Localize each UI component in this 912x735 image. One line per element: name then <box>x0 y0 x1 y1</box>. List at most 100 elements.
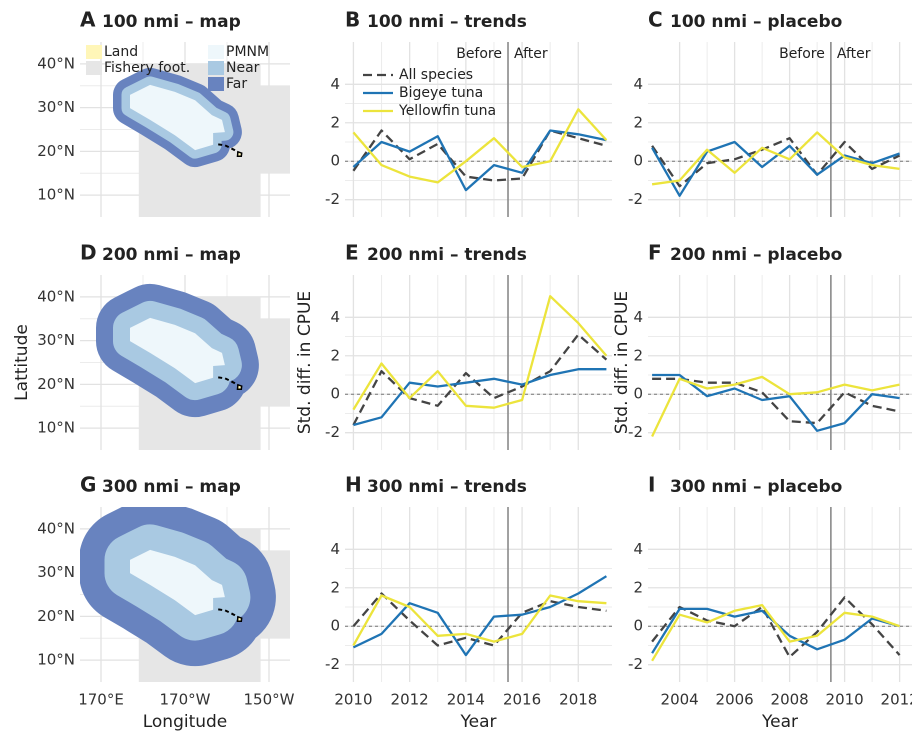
legend-label: Far <box>226 76 247 92</box>
plot-area <box>345 275 612 450</box>
y-tick-label: 10°N <box>37 419 75 437</box>
panel: C 100 nmi – placebo -2 0 2 4 Before After <box>628 8 912 217</box>
pmnm-zone <box>130 549 225 616</box>
x-tick-label: 2010 <box>334 691 372 709</box>
plot-area <box>345 507 612 682</box>
legend-label: Bigeye tuna <box>399 85 483 101</box>
series-line <box>352 592 607 647</box>
legend-label: All species <box>399 67 473 83</box>
x-tick-label: 2012 <box>391 691 429 709</box>
series-line <box>352 129 607 192</box>
y-tick-label: 2 <box>633 113 643 131</box>
series-line <box>352 594 607 647</box>
plot-area <box>345 42 612 217</box>
panel-label: E <box>345 241 359 265</box>
x-axis-title: Year <box>460 712 497 732</box>
panel: A 100 nmi – map 10°N 20°N 30°N 40°N LandFisher… <box>37 8 290 217</box>
panel: I 300 nmi – placebo 2004 2006 2008 2010 2012 -2… <box>628 473 912 732</box>
panel-title: 200 nmi – map <box>102 245 241 265</box>
panel-label: A <box>80 8 96 32</box>
legend-label: PMNM <box>226 44 269 60</box>
y-tick-label: -2 <box>628 655 643 673</box>
panel-label: D <box>80 241 97 265</box>
land <box>236 383 243 390</box>
x-tick-label: 170°E <box>78 691 124 709</box>
y-tick-label: -2 <box>325 423 340 441</box>
series-line <box>352 575 608 657</box>
series-line <box>353 368 607 427</box>
legend-swatch <box>208 45 224 59</box>
y-tick-label: 4 <box>330 75 340 93</box>
legend-label: Near <box>226 60 260 76</box>
y-tick-label: 2 <box>330 578 340 596</box>
annotation: After <box>514 46 548 62</box>
panel-title: 100 nmi – map <box>102 12 241 32</box>
y-tick-label: 0 <box>633 617 643 635</box>
y-axis-title: Std. diff. in CPUE <box>612 291 632 434</box>
y-tick-label: 30°N <box>37 331 75 349</box>
y-tick-label: 20°N <box>37 375 75 393</box>
y-tick-label: -2 <box>628 190 643 208</box>
x-tick-label: 2012 <box>881 691 912 709</box>
y-tick-label: 0 <box>633 152 643 170</box>
y-tick-label: 0 <box>330 617 340 635</box>
series-line <box>652 377 900 425</box>
legend-label: Land <box>104 44 138 60</box>
y-axis-title: Std. diff. in CPUE <box>295 291 315 434</box>
x-axis-title: Longitude <box>143 712 228 732</box>
panel-title: 100 nmi – placebo <box>670 12 842 32</box>
panel-title: 100 nmi – trends <box>367 12 527 32</box>
x-tick-label: 2008 <box>771 691 809 709</box>
y-tick-label: -2 <box>628 423 643 441</box>
panel-label: I <box>648 473 655 497</box>
y-tick-label: 30°N <box>37 563 75 581</box>
y-tick-label: -2 <box>325 655 340 673</box>
panel-title: 300 nmi – map <box>102 477 241 497</box>
legend-swatch <box>86 45 102 59</box>
panel-label: F <box>648 241 662 265</box>
annotation: After <box>837 46 871 62</box>
pmnm-zone <box>130 317 225 384</box>
y-tick-label: 4 <box>633 308 643 326</box>
series-line <box>651 137 901 188</box>
legend-label: Yellowfin tuna <box>398 103 496 119</box>
y-tick-label: 30°N <box>37 98 75 116</box>
legend-label: Fishery foot. <box>104 60 190 76</box>
plot-area <box>80 42 290 217</box>
annotation: Before <box>456 46 502 62</box>
y-tick-label: 2 <box>633 346 643 364</box>
panel-label: C <box>648 8 663 32</box>
plot-background <box>345 507 612 682</box>
plot-background <box>648 42 912 217</box>
plot-background <box>345 275 612 450</box>
series-line <box>352 295 608 411</box>
series-line <box>352 108 608 184</box>
plot-background <box>648 507 912 682</box>
x-tick-label: 2016 <box>503 691 541 709</box>
series-line <box>652 373 900 432</box>
y-tick-label: 4 <box>633 540 643 558</box>
panel-label: G <box>80 473 96 497</box>
y-tick-label: 2 <box>633 578 643 596</box>
x-tick-label: 170°W <box>160 691 211 709</box>
pmnm-zone <box>130 84 225 151</box>
panel-title: 200 nmi – trends <box>367 245 527 265</box>
series-line <box>651 140 900 197</box>
plot-background <box>345 42 612 217</box>
series-line <box>651 375 900 437</box>
x-tick-label: 2006 <box>716 691 754 709</box>
y-tick-label: -2 <box>325 190 340 208</box>
series-line <box>651 603 900 662</box>
annotation: Before <box>779 46 825 62</box>
panel: D 200 nmi – map 10°N 20°N 30°N 40°N Lattitude <box>12 241 290 450</box>
panel-title: 300 nmi – placebo <box>670 477 842 497</box>
series-line <box>651 596 901 659</box>
y-tick-label: 40°N <box>37 287 75 305</box>
series-line <box>352 333 608 426</box>
panel-title: 200 nmi – placebo <box>670 245 842 265</box>
panel-title: 300 nmi – trends <box>367 477 527 497</box>
y-tick-label: 20°N <box>37 142 75 160</box>
plot-area <box>648 507 912 682</box>
